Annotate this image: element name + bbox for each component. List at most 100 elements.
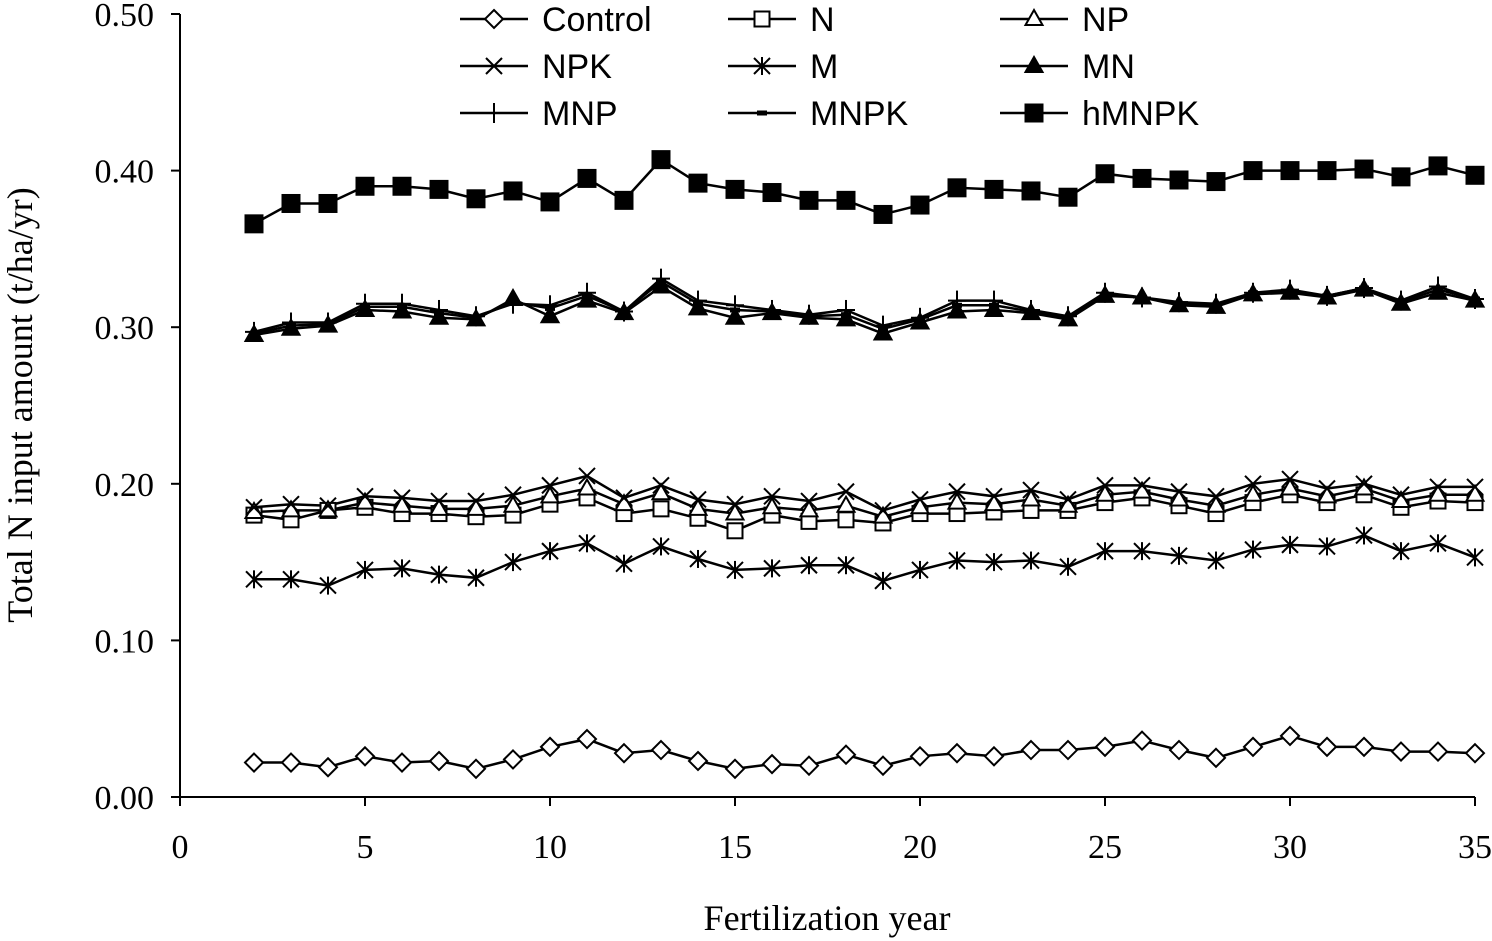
data-point-hmnpk bbox=[651, 150, 671, 170]
data-point-hmnpk bbox=[873, 204, 893, 224]
data-point-hmnpk bbox=[1169, 170, 1189, 190]
data-point-np bbox=[687, 497, 709, 516]
data-point-hmnpk bbox=[392, 176, 412, 196]
data-point-hmnpk bbox=[725, 179, 745, 199]
data-point-hmnpk bbox=[1021, 181, 1041, 201]
data-point-mnpk bbox=[545, 305, 555, 311]
y-axis-title: Total N input amount (t/ha/yr) bbox=[0, 187, 40, 622]
data-point-np bbox=[724, 502, 746, 521]
legend-label: NPK bbox=[542, 48, 612, 86]
legend-marker-mnp bbox=[485, 103, 503, 123]
data-point-hmnpk bbox=[947, 178, 967, 198]
data-point-m bbox=[356, 560, 374, 579]
legend-marker-hmnpk bbox=[1024, 103, 1044, 123]
data-point-mnpk bbox=[1359, 285, 1369, 291]
data-point-mnpk bbox=[952, 302, 962, 308]
data-point-hmnpk bbox=[281, 193, 301, 213]
data-point-npk bbox=[874, 501, 892, 520]
data-point-hmnpk bbox=[1391, 167, 1411, 187]
data-point-m bbox=[652, 537, 670, 556]
data-point-np bbox=[1316, 485, 1338, 504]
data-point-mnp bbox=[430, 299, 448, 320]
legend-item: NPK bbox=[460, 48, 612, 86]
data-point-control bbox=[1168, 739, 1190, 761]
series-line-npk bbox=[253, 474, 1475, 512]
data-point-control bbox=[465, 758, 487, 780]
data-point-mnp bbox=[393, 293, 411, 314]
data-point-control bbox=[1353, 736, 1375, 758]
data-point-control bbox=[1131, 730, 1153, 752]
data-point-hmnpk bbox=[1058, 187, 1078, 207]
data-point-mnpk bbox=[397, 304, 407, 310]
data-point-np bbox=[1427, 483, 1449, 502]
data-point-n bbox=[726, 522, 744, 540]
legend-item: MNP bbox=[460, 95, 618, 133]
data-point-m bbox=[615, 554, 633, 573]
data-point-hmnpk bbox=[688, 173, 708, 193]
data-point-npk bbox=[319, 497, 337, 515]
data-point-m bbox=[467, 568, 485, 587]
data-point-npk bbox=[652, 476, 670, 495]
data-point-m bbox=[282, 570, 300, 589]
data-point-mnpk bbox=[1396, 299, 1406, 305]
legend-item: N bbox=[728, 1, 835, 39]
series-line-hmnpk bbox=[253, 157, 1476, 225]
data-point-np bbox=[428, 497, 450, 516]
data-point-m bbox=[541, 542, 559, 561]
data-point-control bbox=[1242, 736, 1264, 758]
data-point-mnpk bbox=[1470, 296, 1480, 302]
x-ticks: 0 5 10 15 20 25 30 35 bbox=[172, 797, 1492, 866]
data-point-m bbox=[430, 565, 448, 584]
data-point-mnpk bbox=[471, 315, 481, 321]
data-point-np bbox=[761, 496, 783, 515]
data-point-control bbox=[354, 745, 376, 767]
data-point-control bbox=[1316, 736, 1338, 758]
data-point-mnp bbox=[578, 282, 596, 303]
data-point-mnpk bbox=[767, 309, 777, 315]
data-point-np bbox=[1168, 488, 1190, 507]
data-point-mnpk bbox=[1174, 301, 1184, 307]
data-point-npk bbox=[393, 489, 411, 507]
data-point-m bbox=[1170, 546, 1188, 565]
data-point-npk bbox=[948, 482, 966, 501]
data-point-m bbox=[985, 553, 1003, 572]
data-point-npk bbox=[985, 487, 1003, 506]
data-point-npk bbox=[1318, 479, 1336, 498]
data-point-np bbox=[1020, 488, 1042, 507]
data-point-mnp bbox=[652, 268, 670, 289]
data-point-control bbox=[317, 756, 339, 778]
series-line-mnpk bbox=[253, 280, 1476, 335]
data-point-mnpk bbox=[1433, 287, 1443, 293]
data-point-mnp bbox=[689, 290, 707, 311]
data-point-hmnpk bbox=[984, 179, 1004, 199]
x-axis-title: Fertilization year bbox=[704, 898, 951, 938]
data-point-npk bbox=[800, 492, 818, 510]
data-point-m bbox=[763, 559, 781, 578]
data-point-npk bbox=[1466, 478, 1484, 496]
data-point-mnpk bbox=[249, 330, 259, 336]
data-point-npk bbox=[356, 487, 374, 506]
data-point-mn bbox=[724, 306, 746, 325]
data-point-n bbox=[652, 500, 670, 518]
data-point-mnpk bbox=[1137, 294, 1147, 300]
legend-marker-np bbox=[1023, 7, 1045, 26]
data-point-np bbox=[576, 477, 598, 496]
legend-label: hMNPK bbox=[1082, 95, 1199, 133]
data-point-hmnpk bbox=[1243, 161, 1263, 181]
data-point-np bbox=[983, 493, 1005, 512]
x-tick-label: 15 bbox=[718, 829, 752, 866]
y-tick-label: 0.50 bbox=[95, 0, 155, 34]
legend-label: MNPK bbox=[810, 95, 909, 133]
data-point-npk bbox=[1059, 490, 1077, 509]
data-point-mnpk bbox=[360, 304, 370, 310]
legend-label: M bbox=[810, 48, 838, 86]
data-point-hmnpk bbox=[1465, 165, 1485, 185]
data-point-m bbox=[1429, 534, 1447, 553]
y-tick-label: 0.30 bbox=[95, 310, 155, 347]
data-point-control bbox=[650, 739, 672, 761]
data-point-np bbox=[798, 499, 820, 518]
legend-item: hMNPK bbox=[1000, 95, 1199, 133]
data-point-m bbox=[911, 560, 929, 579]
data-point-hmnpk bbox=[577, 168, 597, 188]
